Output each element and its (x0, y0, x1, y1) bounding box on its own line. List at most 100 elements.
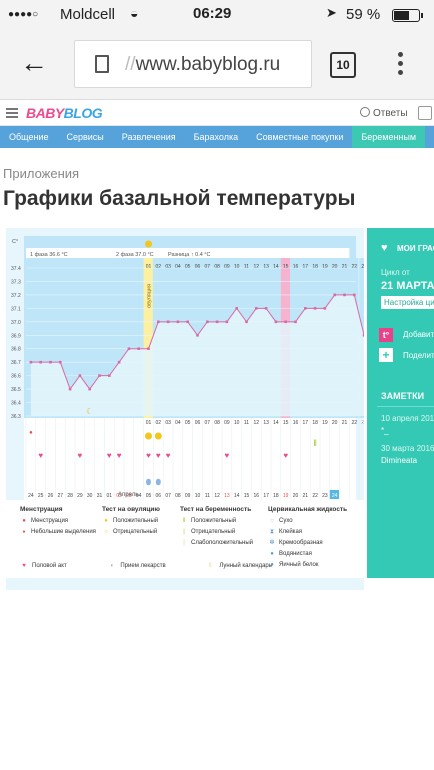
answers-link[interactable]: Ответы (360, 107, 408, 119)
menstruation-icon: ● (29, 430, 33, 436)
day-column (133, 258, 143, 418)
moon-icon: ☾ (86, 407, 93, 416)
note-text[interactable]: *_ (381, 426, 389, 435)
carrier-name: Moldcell (60, 6, 116, 23)
day-column (55, 258, 65, 418)
cervical-fluid-icon (155, 478, 161, 486)
heart-icon: ♥ (38, 451, 43, 460)
temperature-point (117, 360, 121, 364)
share-button-label[interactable]: Поделиться (403, 351, 434, 360)
ovulation-sun-icon (145, 240, 152, 248)
day-column (45, 258, 55, 418)
temperature-point (225, 320, 229, 324)
cycle-day-label: 22 (352, 420, 358, 426)
date-label: 25 (38, 493, 44, 499)
phase2-label: 2 фаза 37.0 °C (116, 252, 154, 258)
cycle-date: 21 МАРТА 2016 (381, 280, 434, 292)
site-logo[interactable]: BABYBLOG (26, 105, 103, 121)
page-title: Графики базальной температуры (3, 187, 356, 210)
cycle-day-label: 07 (205, 264, 211, 270)
temperature-point (176, 320, 180, 324)
legend-menstruation: Менструация ● Менструация ● Небольшие выде… (20, 506, 96, 535)
legend-pregnancy-test: Тест на беременность ‖ Положительный | Отр… (180, 506, 254, 546)
temperature-point (206, 320, 209, 324)
heart-icon: ♥ (283, 451, 288, 460)
date-label: 28 (67, 493, 73, 499)
note-text[interactable]: Dimineata (381, 456, 418, 465)
date-label: 01 (107, 493, 113, 499)
tab-switcher-button[interactable]: 10 (330, 52, 356, 78)
my-charts-link[interactable]: МОИ ГРАФИКИ (397, 244, 434, 253)
temperature-point (147, 347, 150, 351)
cycle-day-label: 09 (224, 420, 230, 426)
site-header: BABYBLOG Ответы (0, 100, 434, 126)
address-bar[interactable]: //www.babyblog.ru (74, 40, 312, 88)
notes-heading: ЗАМЕТКИ (381, 391, 425, 401)
date-label: 31 (97, 493, 103, 499)
temperature-point (137, 347, 140, 351)
cycle-day-label: 13 (263, 264, 269, 270)
hamburger-icon[interactable] (6, 108, 18, 120)
small-drop-icon: ● (22, 529, 26, 535)
nav-item[interactable]: Беременным (352, 126, 426, 148)
nav-item[interactable]: Барахолка (193, 132, 239, 142)
temperature-point (186, 320, 189, 324)
day-column (84, 258, 94, 418)
back-arrow-icon[interactable]: ← (20, 47, 48, 78)
date-label: 13 (224, 493, 230, 499)
url-text[interactable]: //www.babyblog.ru (125, 54, 281, 75)
nav-item[interactable]: Развлечения (121, 132, 176, 142)
current-day-marker (329, 490, 339, 499)
date-label: 14 (234, 493, 240, 499)
cycle-day-label: 04 (175, 264, 181, 270)
temperature-point (274, 320, 278, 324)
share-plus-icon[interactable]: + (379, 348, 393, 362)
date-label: 15 (244, 493, 250, 499)
day-column (65, 258, 75, 418)
temperature-point (127, 347, 131, 351)
date-label: 23 (322, 493, 328, 499)
heart-icon: ♥ (117, 451, 122, 460)
date-label: 24 (332, 493, 338, 499)
nav-item[interactable]: Общение (9, 132, 49, 142)
breadcrumb[interactable]: Приложения (3, 166, 80, 181)
cycle-day-label: 04 (175, 420, 181, 426)
cycle-day-label: 21 (342, 420, 348, 426)
menu-icon[interactable] (398, 52, 404, 79)
temperature-point (323, 307, 327, 310)
cycle-day-label: 14 (273, 420, 279, 426)
y-tick-label: 37.3 (11, 279, 21, 285)
nav-item[interactable]: Совместные покупки (256, 132, 344, 142)
note-date: 30 марта 2016 (381, 444, 434, 453)
nav-item[interactable]: Сервисы (66, 132, 104, 142)
temperature-point (29, 360, 33, 364)
browser-toolbar: ← //www.babyblog.ru 10 (0, 28, 434, 100)
temperature-point (235, 307, 238, 310)
cycle-day-label: 12 (254, 264, 260, 270)
temperature-point (196, 333, 199, 337)
status-bar: ●●●●○ Moldcell ◒ 06:29 ➤ 59 % (0, 0, 434, 28)
user-icon[interactable] (418, 106, 432, 120)
temperature-point (304, 307, 307, 310)
add-button-label[interactable]: Добавить (403, 330, 434, 339)
cycle-day-label: 14 (273, 264, 279, 270)
cycle-settings-button[interactable]: Настройка цикла (381, 296, 434, 309)
heart-icon: ♥ (381, 242, 388, 254)
cycle-day-label: 19 (322, 264, 328, 270)
date-label: 24 (28, 493, 34, 499)
y-tick-label: 36.5 (11, 387, 21, 393)
heart-icon: ♥ (156, 451, 161, 460)
cycle-day-label: 02 (156, 420, 162, 426)
ovulation-label: овуляция (147, 284, 153, 308)
cycle-day-label: 07 (205, 420, 211, 426)
y-tick-label: 37.0 (11, 320, 21, 326)
temperature-point (294, 320, 297, 324)
legend-cervical-fluid: Цервикальная жидкость ○ Сухо ⧗ Клейкая ❇ Кр… (268, 506, 348, 568)
clock: 06:29 (193, 5, 232, 22)
date-label: 27 (58, 493, 64, 499)
date-label: 03 (126, 493, 132, 499)
page-icon (95, 55, 109, 73)
date-label: 30 (87, 493, 93, 499)
add-temperature-icon[interactable]: t° (379, 328, 393, 342)
cycle-day-label: 06 (195, 264, 201, 270)
